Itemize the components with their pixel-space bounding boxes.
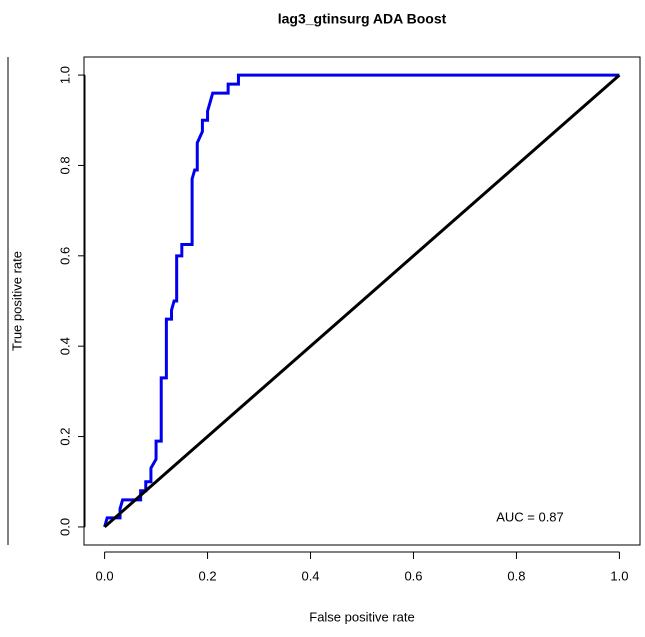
y-tick-label: 0.8	[57, 156, 72, 174]
auc-annotation: AUC = 0.87	[496, 509, 564, 524]
chart-title: lag3_gtinsurg ADA Boost	[278, 11, 447, 27]
x-tick-label: 0.6	[404, 568, 422, 583]
series-line	[103, 73, 620, 528]
y-tick-label: 0.0	[57, 518, 72, 536]
x-tick-label: 1.0	[610, 568, 628, 583]
x-tick-label: 0.4	[301, 568, 319, 583]
y-tick-label: 0.2	[57, 428, 72, 446]
x-axis-label: False positive rate	[309, 609, 415, 624]
x-tick-label: 0.0	[96, 568, 114, 583]
y-tick-label: 1.0	[57, 66, 72, 84]
x-tick-label: 0.8	[507, 568, 525, 583]
y-axis-label: True positive rate	[9, 251, 24, 351]
y-tick-label: 0.4	[57, 337, 72, 355]
y-tick-label: 0.6	[57, 247, 72, 265]
x-tick-label: 0.2	[199, 568, 217, 583]
series-line	[103, 73, 621, 529]
plot-frame	[83, 56, 641, 546]
